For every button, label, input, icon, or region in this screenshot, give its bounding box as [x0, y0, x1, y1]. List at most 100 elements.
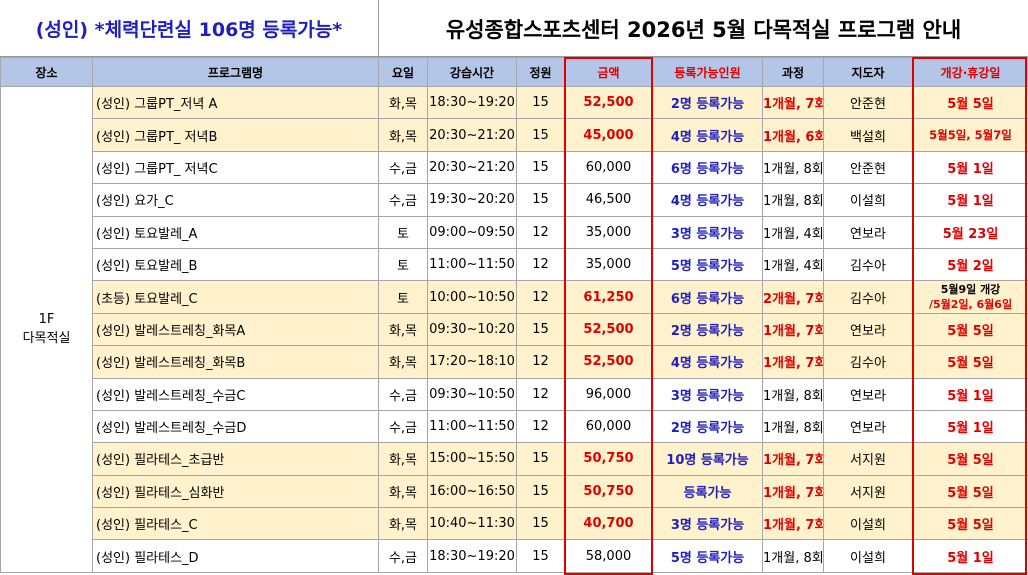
program-open-rest: 5월 1일	[912, 183, 1028, 217]
program-days: 수,금	[378, 539, 428, 573]
program-open-rest: 5월 2일	[912, 247, 1028, 282]
program-time: 15:00~15:50	[427, 442, 517, 476]
table-row: (성인) 필라테스_D 수,금 18:30~19:20 15 58,000 5명 등록가능…	[1, 539, 1028, 573]
program-time: 18:30~19:20	[427, 85, 517, 120]
program-time: 20:30~21:20	[427, 150, 517, 185]
program-days: 화,목	[378, 118, 428, 152]
open-date: 5월9일 개강	[940, 283, 1001, 297]
table-row: (성인) 필라테스_심화반 화,목 16:00~16:50 15 50,750 등록가능 1…	[1, 474, 1028, 509]
program-price: 46,500	[564, 183, 653, 217]
program-course: 1개월, 4회	[762, 215, 824, 249]
program-available: 3명 등록가능	[652, 377, 763, 411]
program-open-rest: 5월5일, 5월7일	[912, 118, 1028, 152]
program-course: 1개월, 7회	[762, 507, 824, 541]
program-course: 1개월, 7회	[762, 474, 824, 509]
program-available: 2명 등록가능	[652, 409, 763, 444]
program-name: (초등) 토요발레_C	[92, 280, 379, 314]
program-instructor: 연보라	[823, 215, 913, 249]
program-price: 35,000	[564, 215, 653, 249]
header-days: 요일	[378, 57, 428, 87]
program-days: 화,목	[378, 312, 428, 347]
program-open-rest: 5월 5일	[912, 442, 1028, 476]
program-days: 화,목	[378, 474, 428, 509]
program-available: 6명 등록가능	[652, 150, 763, 185]
program-available: 등록가능	[652, 474, 763, 509]
program-name: (성인) 필라테스_심화반	[92, 474, 379, 509]
program-time: 09:30~10:20	[427, 312, 517, 347]
program-instructor: 백설희	[823, 118, 913, 152]
program-available: 5명 등록가능	[652, 247, 763, 282]
program-days: 토	[378, 247, 428, 282]
program-course: 1개월, 8회	[762, 377, 824, 411]
program-price: 60,000	[564, 409, 653, 444]
table-row: (성인) 발레스트레칭_수금C 수,금 09:30~10:50 12 96,000 3명 …	[1, 377, 1028, 411]
program-open-rest: 5월 1일	[912, 377, 1028, 411]
program-days: 수,금	[378, 377, 428, 411]
program-instructor: 안준현	[823, 85, 913, 120]
program-capacity: 15	[516, 539, 565, 573]
program-days: 수,금	[378, 409, 428, 444]
program-instructor: 안준현	[823, 150, 913, 185]
rest-dates: /5월2일, 6월6일	[928, 298, 1013, 312]
program-instructor: 연보라	[823, 409, 913, 444]
program-course: 1개월, 7회	[762, 442, 824, 476]
program-instructor: 이설희	[823, 183, 913, 217]
program-price: 61,250	[564, 280, 653, 314]
program-available: 4명 등록가능	[652, 118, 763, 152]
program-course: 1개월, 8회	[762, 183, 824, 217]
program-course: 1개월, 8회	[762, 409, 824, 444]
header-available: 등록가능인원	[652, 57, 763, 87]
program-price: 58,000	[564, 539, 653, 573]
program-course: 1개월, 8회	[762, 150, 824, 185]
program-name: (성인) 필라테스_D	[92, 539, 379, 573]
program-name: (성인) 그룹PT_ 저녁B	[92, 118, 379, 152]
table-row: (성인) 토요발레_A 토 09:00~09:50 12 35,000 3명 등록가능 1개…	[1, 215, 1028, 249]
program-time: 10:00~10:50	[427, 280, 517, 314]
program-name: (성인) 발레스트레칭_수금D	[92, 409, 379, 444]
program-available: 5명 등록가능	[652, 539, 763, 573]
program-instructor: 김수아	[823, 345, 913, 379]
program-course: 1개월, 7회	[762, 345, 824, 379]
table-header-row: 장소 프로그램명 요일 강습시간 정원 금액 등록가능인원 과정 지도자 개강·…	[0, 57, 1028, 87]
table-row: (성인) 요가_C 수,금 19:30~20:20 15 46,500 4명 등록가능 1개…	[1, 183, 1028, 217]
table-row: (성인) 그룹PT_ 저녁C 수,금 20:30~21:20 15 60,000 6명 등…	[1, 150, 1028, 185]
program-open-rest: 5월 5일	[912, 85, 1028, 120]
program-capacity: 15	[516, 312, 565, 347]
program-instructor: 김수아	[823, 280, 913, 314]
program-available: 4명 등록가능	[652, 345, 763, 379]
program-open-rest: 5월9일 개강/5월2일, 6월6일	[912, 280, 1028, 314]
program-days: 화,목	[378, 507, 428, 541]
program-available: 3명 등록가능	[652, 507, 763, 541]
title-banner: (성인) *체력단련실 106명 등록가능* 유성종합스포츠센터 2026년 5…	[0, 0, 1028, 57]
program-time: 17:20~18:10	[427, 345, 517, 379]
program-time: 10:40~11:30	[427, 507, 517, 541]
header-time: 강습시간	[427, 57, 517, 87]
program-course: 2개월, 7회	[762, 280, 824, 314]
program-instructor: 김수아	[823, 247, 913, 282]
place-room: 다목적실	[22, 331, 71, 347]
program-course: 1개월, 7회	[762, 312, 824, 347]
header-place: 장소	[0, 57, 93, 87]
program-available: 6명 등록가능	[652, 280, 763, 314]
program-instructor: 이설희	[823, 539, 913, 573]
program-capacity: 15	[516, 150, 565, 185]
program-name: (성인) 토요발레_A	[92, 215, 379, 249]
program-available: 10명 등록가능	[652, 442, 763, 476]
header-open-rest: 개강·휴강일	[912, 57, 1028, 87]
program-time: 18:30~19:20	[427, 539, 517, 573]
program-time: 11:00~11:50	[427, 409, 517, 444]
program-time: 09:00~09:50	[427, 215, 517, 249]
header-price: 금액	[564, 57, 653, 87]
table-row: 1F 다목적실 (성인) 그룹PT_저녁 A 화,목 18:30~19:20 15 52,5…	[0, 85, 1028, 573]
program-name: (성인) 토요발레_B	[92, 247, 379, 282]
program-instructor: 이설희	[823, 507, 913, 541]
program-name: (성인) 발레스트레칭_화목A	[92, 312, 379, 347]
program-price: 35,000	[564, 247, 653, 282]
table-row: (성인) 발레스트레칭_화목A 화,목 09:30~10:20 15 52,500 2명 …	[1, 312, 1028, 347]
program-instructor: 연보라	[823, 312, 913, 347]
program-price: 52,500	[564, 345, 653, 379]
header-program: 프로그램명	[92, 57, 379, 87]
program-price: 52,500	[564, 312, 653, 347]
program-days: 화,목	[378, 345, 428, 379]
table-row: (성인) 발레스트레칭_수금D 수,금 11:00~11:50 12 60,000 2명 …	[1, 409, 1028, 444]
